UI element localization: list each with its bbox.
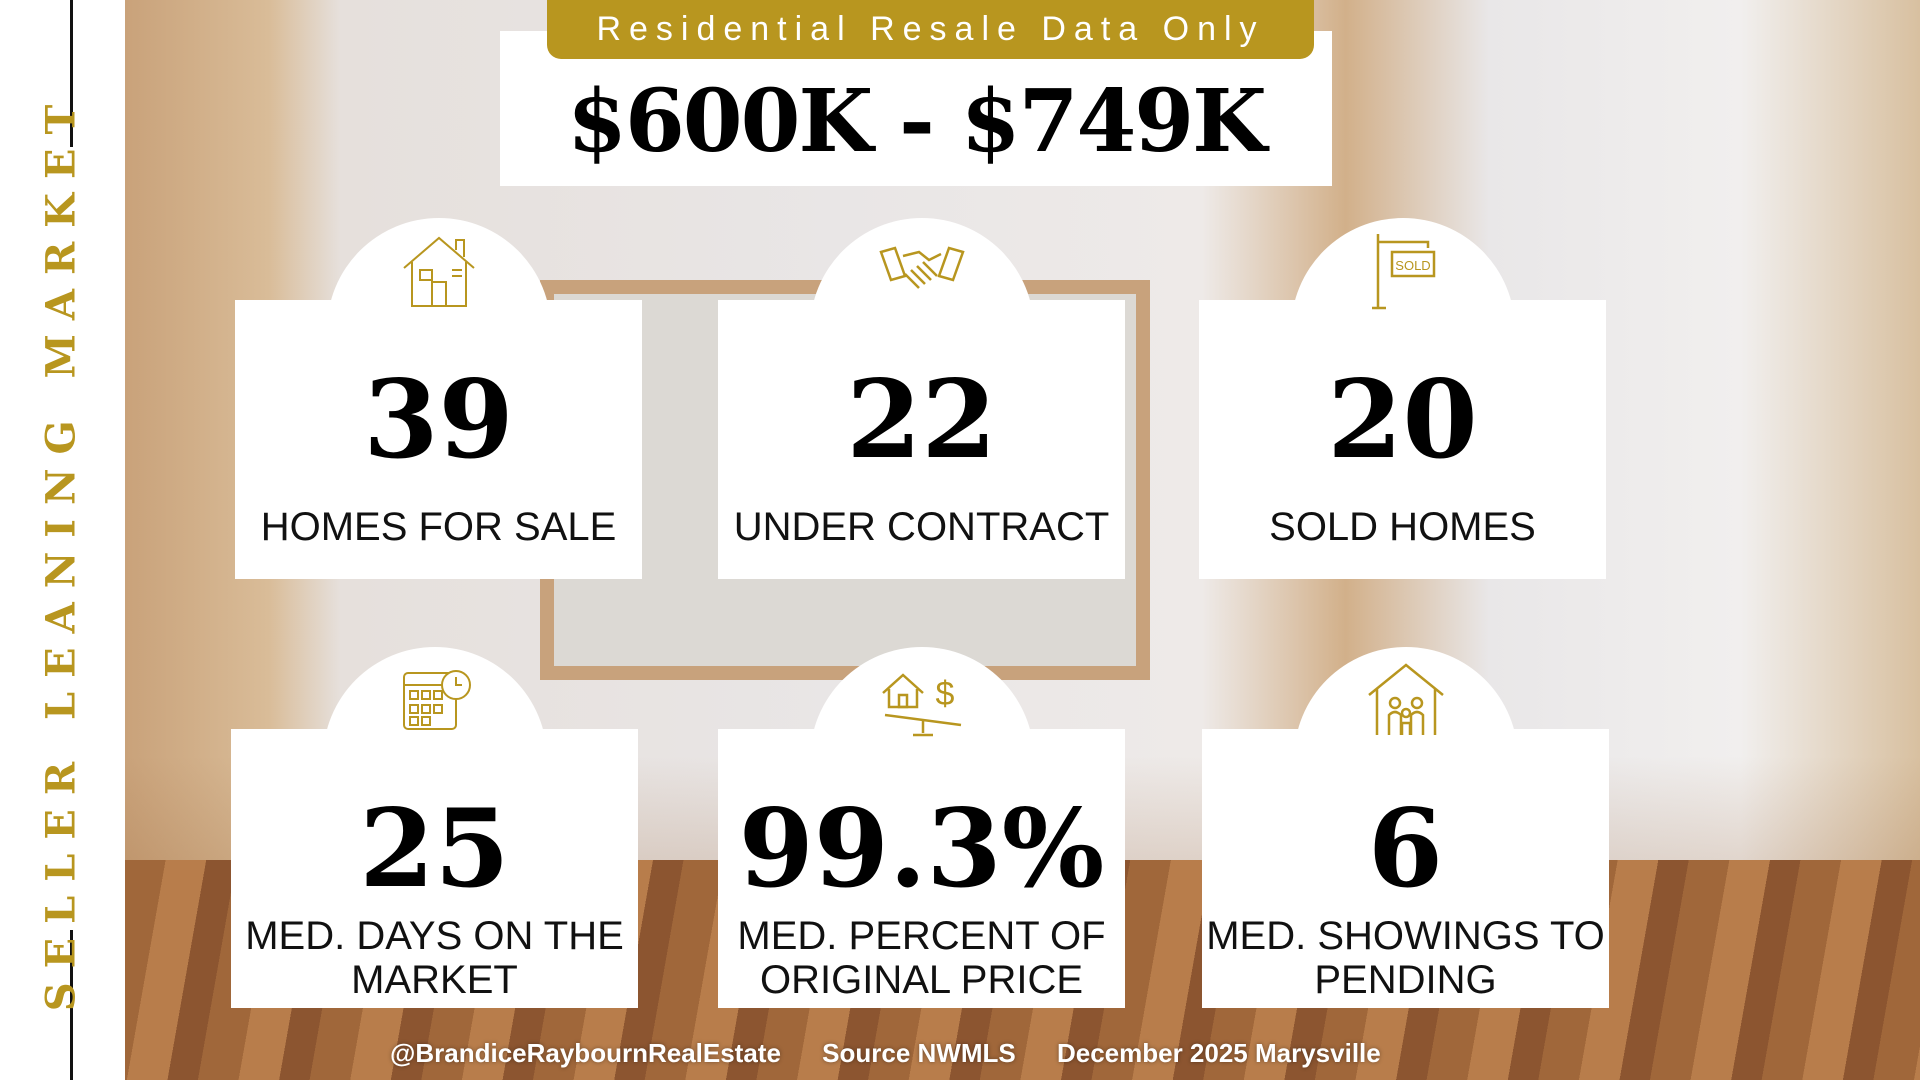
stat-card-sold-homes: SOLD 20 SOLD HOMES: [1199, 218, 1606, 579]
left-strip: [0, 0, 125, 1080]
footer: @BrandiceRaybournRealEstate Source NWMLS…: [390, 1038, 1415, 1069]
social-handle: @BrandiceRaybournRealEstate: [390, 1038, 781, 1068]
stat-value: 39: [363, 357, 514, 483]
stat-label: MED. DAYS ON THE MARKET: [245, 914, 624, 1002]
stat-card-homes-for-sale: 39 HOMES FOR SALE: [235, 218, 642, 579]
side-title: SELLER LEANING MARKET: [37, 90, 85, 1012]
stat-value: 6: [1367, 786, 1444, 912]
stat-card-under-contract: 22 UNDER CONTRACT: [718, 218, 1125, 579]
card-arch: [809, 218, 1034, 418]
card-arch: [326, 218, 551, 418]
house-icon: [402, 236, 475, 307]
report-period: December 2025 Marysville: [1056, 1038, 1381, 1068]
card-arch: [1293, 647, 1518, 847]
stat-label: SOLD HOMES: [1269, 505, 1536, 549]
divider-line: [70, 0, 73, 147]
stat-label: HOMES FOR SALE: [260, 505, 617, 549]
stat-card-days-on-market: 25 MED. DAYS ON THE MARKET: [231, 647, 638, 1008]
handshake-icon: [878, 246, 965, 289]
calendar-clock-icon: [402, 670, 471, 730]
svg-text:$: $: [935, 675, 954, 713]
stat-label: MED. PERCENT OF ORIGINAL PRICE: [737, 914, 1106, 1002]
sold-sign-icon: SOLD: [1371, 234, 1435, 310]
house-family-icon: [1367, 663, 1444, 735]
svg-text:SOLD: SOLD: [1395, 258, 1430, 273]
stat-label: UNDER CONTRACT: [733, 505, 1110, 549]
stat-value: 22: [846, 357, 997, 483]
stat-card-showings-to-pending: 6 MED. SHOWINGS TO PENDING: [1202, 647, 1609, 1008]
stat-value: 20: [1327, 357, 1478, 483]
card-arch: [322, 647, 547, 847]
stat-value: 25: [359, 786, 510, 912]
stat-card-percent-original-price: $ 99.3% MED. PERCENT OF ORIGINAL PRICE: [718, 647, 1125, 1008]
stat-value: 99.3%: [738, 786, 1105, 912]
house-dollar-scale-icon: $: [881, 673, 961, 737]
stat-label: MED. SHOWINGS TO PENDING: [1206, 914, 1605, 1002]
data-source: Source NWMLS: [822, 1038, 1016, 1068]
price-range: $600K - $749K: [567, 71, 1267, 172]
card-arch: [809, 647, 1034, 847]
divider-line: [70, 930, 73, 1080]
banner: Residential Resale Data Only: [547, 0, 1314, 59]
